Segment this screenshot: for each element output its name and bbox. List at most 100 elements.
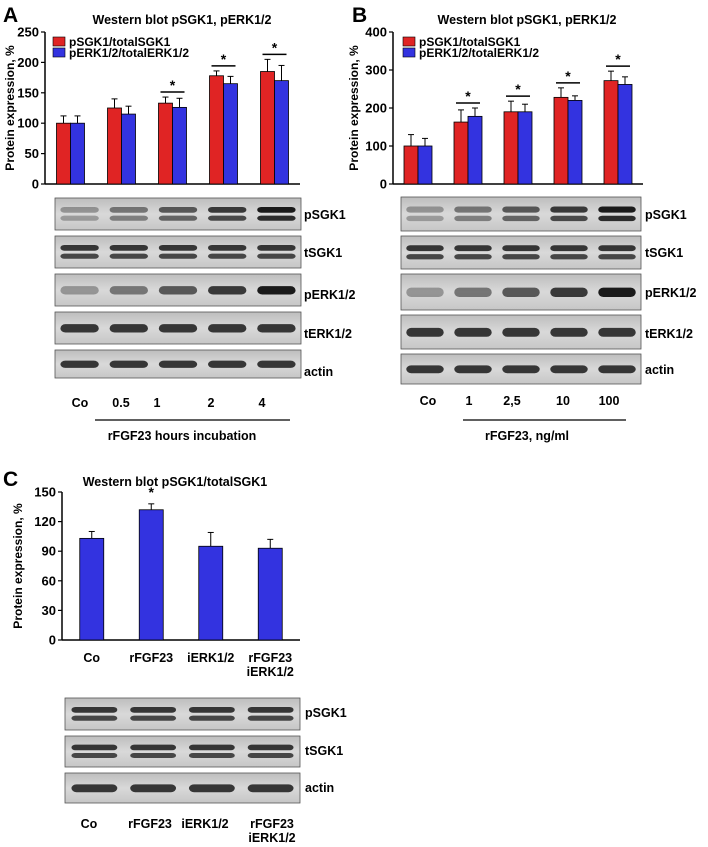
x-tick-label: iERK1/2 bbox=[187, 651, 234, 665]
blot-perk12 bbox=[400, 273, 642, 311]
blot-background bbox=[400, 196, 642, 232]
blot-band bbox=[130, 715, 177, 721]
bar bbox=[209, 75, 224, 185]
blot-background bbox=[54, 197, 302, 231]
blot-background bbox=[400, 235, 642, 270]
bar bbox=[70, 122, 85, 185]
bar bbox=[467, 115, 483, 185]
blot-psgk1 bbox=[64, 697, 301, 731]
lane-label: iERK1/2 bbox=[248, 831, 295, 845]
panel-label: C bbox=[3, 468, 18, 491]
bar bbox=[79, 537, 105, 641]
bar bbox=[223, 83, 238, 185]
blot-band bbox=[247, 706, 294, 713]
lane-label: iERK1/2 bbox=[181, 817, 228, 831]
blot-band bbox=[598, 327, 636, 337]
blot-band bbox=[158, 244, 198, 251]
blot-band bbox=[109, 215, 148, 221]
blot-psgk1 bbox=[400, 196, 642, 232]
blot-label: tSGK1 bbox=[305, 744, 343, 758]
blot-band bbox=[158, 324, 198, 333]
blot-band bbox=[550, 365, 588, 374]
lane-label: rFGF23 bbox=[128, 817, 172, 831]
x-tick-label: iERK1/2 bbox=[247, 665, 294, 679]
y-tick-label: 250 bbox=[17, 25, 39, 40]
legend-swatch bbox=[402, 47, 416, 58]
bar bbox=[603, 80, 619, 185]
blot-band bbox=[502, 245, 540, 252]
blot-band bbox=[109, 324, 148, 333]
panel-label: A bbox=[3, 4, 18, 27]
bar bbox=[453, 121, 469, 185]
x-tick-label: rFGF23 bbox=[129, 651, 173, 665]
blot-label: actin bbox=[304, 365, 333, 379]
blot-band bbox=[158, 253, 198, 259]
blot-band bbox=[257, 215, 296, 221]
blot-band bbox=[502, 254, 540, 260]
blot-band bbox=[71, 784, 118, 793]
blot-tsgk1 bbox=[400, 235, 642, 270]
blot-label: pERK1/2 bbox=[645, 286, 696, 300]
x-axis-label: rFGF23, ng/ml bbox=[485, 429, 569, 443]
legend-entry: pSGK1/totalSGK1 bbox=[69, 35, 171, 49]
blot-band bbox=[502, 365, 540, 374]
blot-band bbox=[257, 253, 296, 259]
significance-marker: * bbox=[272, 39, 278, 55]
y-tick-label: 90 bbox=[42, 544, 56, 559]
blot-tsgk1 bbox=[54, 235, 302, 269]
blot-band bbox=[109, 206, 148, 213]
blot-band bbox=[158, 286, 198, 295]
blot-band bbox=[454, 215, 492, 222]
lane-label: 1 bbox=[154, 396, 161, 410]
blot-band bbox=[406, 327, 444, 337]
blot-band bbox=[60, 244, 99, 251]
bar bbox=[503, 111, 519, 185]
chart-title: Western blot pSGK1, pERK1/2 bbox=[93, 13, 272, 27]
blot-band bbox=[598, 254, 636, 260]
blot-label: tERK1/2 bbox=[645, 327, 693, 341]
blot-band bbox=[188, 784, 235, 793]
y-tick-label: 150 bbox=[34, 485, 56, 500]
lane-label: 4 bbox=[259, 396, 266, 410]
y-axis-label: Protein expression, % bbox=[11, 503, 25, 629]
significance-marker: * bbox=[149, 484, 155, 500]
legend-swatch bbox=[52, 36, 66, 47]
significance-marker: * bbox=[615, 51, 621, 67]
blot-band bbox=[550, 215, 588, 222]
blot-background bbox=[64, 697, 301, 731]
bar bbox=[274, 80, 289, 185]
blot-actin bbox=[64, 772, 301, 804]
blot-band bbox=[71, 715, 118, 721]
blot-band bbox=[598, 365, 636, 374]
blot-band bbox=[109, 253, 148, 259]
blot-band bbox=[208, 360, 247, 368]
panel-c: C Western blot pSGK1/totalSGK1 Protein exp… bbox=[3, 468, 347, 845]
y-tick-label: 120 bbox=[34, 514, 56, 529]
blot-band bbox=[60, 360, 99, 368]
blot-band bbox=[208, 215, 247, 221]
bar bbox=[403, 145, 419, 185]
lane-label: 100 bbox=[599, 394, 620, 408]
blot-band bbox=[406, 365, 444, 374]
y-axis-label: Protein expression, % bbox=[347, 45, 361, 171]
blot-band bbox=[60, 286, 99, 295]
blot-label: tERK1/2 bbox=[304, 327, 352, 341]
blot-background bbox=[64, 735, 301, 768]
bar bbox=[257, 547, 283, 641]
blot-band bbox=[109, 360, 148, 368]
blot-band bbox=[130, 706, 177, 713]
blot-band bbox=[109, 286, 148, 295]
blot-band bbox=[60, 253, 99, 259]
blot-band bbox=[208, 206, 247, 213]
blot-band bbox=[406, 206, 444, 213]
x-tick-label: Co bbox=[83, 651, 100, 665]
blot-band bbox=[257, 324, 296, 333]
blot-band bbox=[71, 744, 118, 751]
panel-a: A Western blot pSGK1, pERK1/2 Protein expr… bbox=[3, 4, 355, 443]
blot-band bbox=[247, 753, 294, 759]
blot-label: tSGK1 bbox=[304, 246, 342, 260]
blot-band bbox=[406, 245, 444, 252]
blot-band bbox=[502, 215, 540, 222]
lane-label: Co bbox=[72, 396, 89, 410]
